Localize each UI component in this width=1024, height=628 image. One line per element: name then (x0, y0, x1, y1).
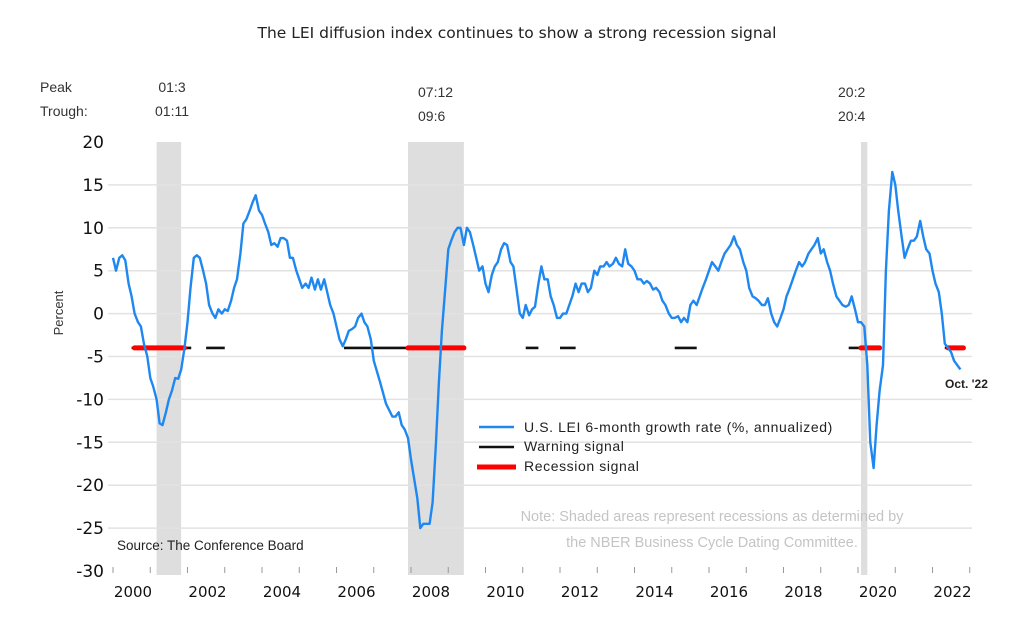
x-tick-label: 2006 (337, 583, 375, 601)
gridlines (108, 184, 972, 529)
source-label: Source: The Conference Board (117, 538, 304, 553)
recession-band (408, 142, 464, 575)
x-tick-label: 2004 (263, 583, 301, 601)
y-tick-label: 0 (93, 305, 104, 325)
x-axis-ticks: 2000 2002 2004 2006 2008 2010 2012 2014 2016 2018… (112, 567, 972, 601)
y-axis-label: Percent (51, 290, 66, 335)
x-tick-label: 2018 (784, 583, 822, 601)
x-tick-label: 2008 (412, 583, 450, 601)
recession-trough-label: 01:11 (155, 103, 189, 119)
recession-peak-label: 20:2 (838, 84, 865, 100)
chart-title: The LEI diffusion index continues to sho… (256, 24, 776, 42)
recession-annotations: 01:3 01:11 07:12 09:6 20:2 20:4 (155, 79, 865, 124)
x-tick-label: 2016 (710, 583, 748, 601)
end-label: Oct. '22 (945, 377, 988, 391)
x-tick-label: 2012 (561, 583, 599, 601)
x-tick-label: 2000 (114, 583, 152, 601)
y-tick-label: 15 (82, 176, 104, 196)
recession-trough-label: 20:4 (838, 108, 865, 124)
y-tick-label: 10 (82, 219, 104, 239)
legend-label-warning: Warning signal (524, 438, 624, 454)
legend: U.S. LEI 6-month growth rate (%, annuali… (477, 419, 833, 474)
y-tick-label: -20 (76, 476, 104, 496)
x-tick-label: 2002 (188, 583, 226, 601)
recession-band (860, 142, 868, 575)
note-line-2: the NBER Business Cycle Dating Committee… (566, 535, 858, 551)
y-axis-ticks: 20 15 10 5 0 -5 -10 -15 -20 -25 -30 (76, 133, 104, 582)
y-tick-label: 5 (93, 262, 104, 282)
legend-label-recession: Recession signal (524, 458, 639, 474)
x-tick-label: 2010 (486, 583, 524, 601)
recession-peak-label: 01:3 (158, 79, 185, 95)
y-tick-label: -25 (76, 519, 104, 539)
trough-row-label: Trough: (40, 103, 88, 119)
recession-band (156, 142, 182, 575)
x-tick-label: 2014 (635, 583, 673, 601)
recession-peak-label: 07:12 (418, 84, 453, 100)
y-tick-label: -15 (76, 433, 104, 453)
x-tick-label: 2022 (933, 583, 971, 601)
y-tick-label: -30 (76, 562, 104, 582)
series-lei-growth-line (111, 170, 962, 530)
y-tick-label: -5 (87, 348, 104, 368)
x-tick-label: 2020 (859, 583, 897, 601)
recession-trough-label: 09:6 (418, 108, 445, 124)
y-tick-label: 20 (82, 133, 104, 153)
legend-label-lei: U.S. LEI 6-month growth rate (%, annuali… (524, 419, 833, 435)
note-line-1: Note: Shaded areas represent recessions … (521, 509, 905, 525)
y-tick-label: -10 (76, 390, 104, 410)
peak-row-label: Peak (40, 79, 73, 95)
